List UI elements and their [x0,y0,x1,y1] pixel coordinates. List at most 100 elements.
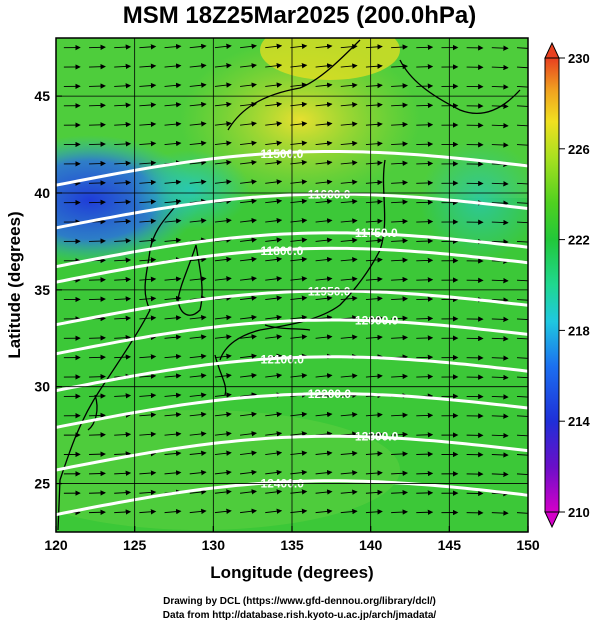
wind-arrow [114,296,132,302]
wind-arrow [416,277,434,283]
map-plot-area: 11500.0 11600.0 11750.0 11800.0 11950.0 12000… [56,38,528,532]
x-axis: 120 125 130 135 140 145 150 [44,38,540,553]
colorbar-ticks: 210 214 218 222 226 230 [559,51,590,520]
wind-arrow [491,103,509,109]
wind-arrow [365,121,383,128]
wind-arrow [416,509,434,515]
wind-arrow [114,218,132,225]
wind-arrow [290,43,308,50]
wind-arrow [164,353,182,360]
wind-arrow [340,179,358,185]
wind-arrow [139,431,157,437]
wind-arrow [240,353,257,359]
wind-arrow [114,431,132,438]
wind-arrow [391,451,409,457]
wind-arrow [164,179,182,185]
wind-arrow [214,450,232,456]
wind-arrow [265,314,283,321]
wind-arrow [265,372,283,379]
wind-arrow [315,450,333,456]
wind-arrow [290,489,308,495]
wind-arrow [491,355,509,361]
x-tick-label: 150 [516,537,540,553]
wind-arrow [416,218,434,225]
wind-arrow [189,160,207,166]
wind-arrow [265,217,283,224]
wind-arrow [214,179,232,185]
wind-arrow [391,470,409,476]
wind-arrow [416,490,434,496]
wind-arrow [164,218,182,224]
wind-arrow [391,179,409,186]
wind-arrow [290,82,308,88]
wind-arrow [189,140,207,147]
wind-arrow [89,64,106,70]
wind-arrow [315,334,333,340]
wind-arrow [416,335,434,341]
wind-arrow [516,299,528,301]
wind-arrow [214,218,232,224]
wind-arrow [516,240,528,243]
wind-arrow [214,373,232,379]
wind-arrow [214,121,232,127]
wind-arrow [491,45,509,51]
contour-label: 12000.0 [355,313,399,327]
wind-arrow [416,257,434,264]
wind-arrow [340,198,358,205]
wind-arrow [290,334,308,340]
wind-arrow [240,101,257,108]
wind-arrow [416,122,434,128]
wind-arrow [516,415,528,417]
wind-arrow [214,101,232,108]
wind-arrow [89,277,106,283]
coastline-honshu [219,159,386,361]
wind-arrow [89,432,106,438]
wind-arrow [164,373,182,379]
contour-label: 11950.0 [308,284,351,298]
wind-arrow [214,353,232,360]
wind-arrow [114,160,132,166]
wind-arrow [365,295,383,302]
wind-arrow [315,373,333,379]
wind-arrow [365,276,383,282]
wind-arrow [516,182,528,185]
wind-arrow [340,43,358,50]
wind-arrow [391,63,409,70]
wind-arrow [340,140,358,147]
wind-arrow [290,237,308,243]
wind-arrow [164,412,182,418]
wind-arrow [214,334,232,340]
wind-arrow [391,334,409,341]
map-title: MSM 18Z25Mar2025 (200.0hPa) [122,2,477,29]
wind-arrow [164,450,182,457]
contour-label: 12100.0 [261,352,305,366]
wind-arrow [114,121,132,128]
wind-arrow [391,238,409,244]
wind-arrow [114,509,132,515]
wind-arrow [391,431,409,438]
colorbar-tick-label: 210 [568,505,590,520]
wind-arrow [516,279,528,282]
wind-arrow [365,63,383,69]
wind-arrow [189,179,207,185]
wind-arrow [516,473,528,476]
wind-arrow [290,508,308,514]
cool-region-east [420,140,528,260]
wind-arrow [139,44,157,50]
wind-arrow [391,102,409,108]
wind-arrow [416,238,434,244]
wind-arrow [516,434,528,437]
wind-arrow [516,376,528,379]
wind-arrow [265,159,283,166]
wind-arrow [240,372,257,379]
wind-arrow [491,277,509,284]
wind-arrow [139,141,157,147]
wind-arrow [164,470,182,476]
wind-arrow [516,318,528,321]
x-tick-label: 125 [123,537,147,553]
wind-arrow [214,63,232,69]
wind-arrow [214,431,232,437]
wind-arrow [189,63,207,69]
wind-arrow [365,334,383,341]
wind-arrow [340,450,358,457]
